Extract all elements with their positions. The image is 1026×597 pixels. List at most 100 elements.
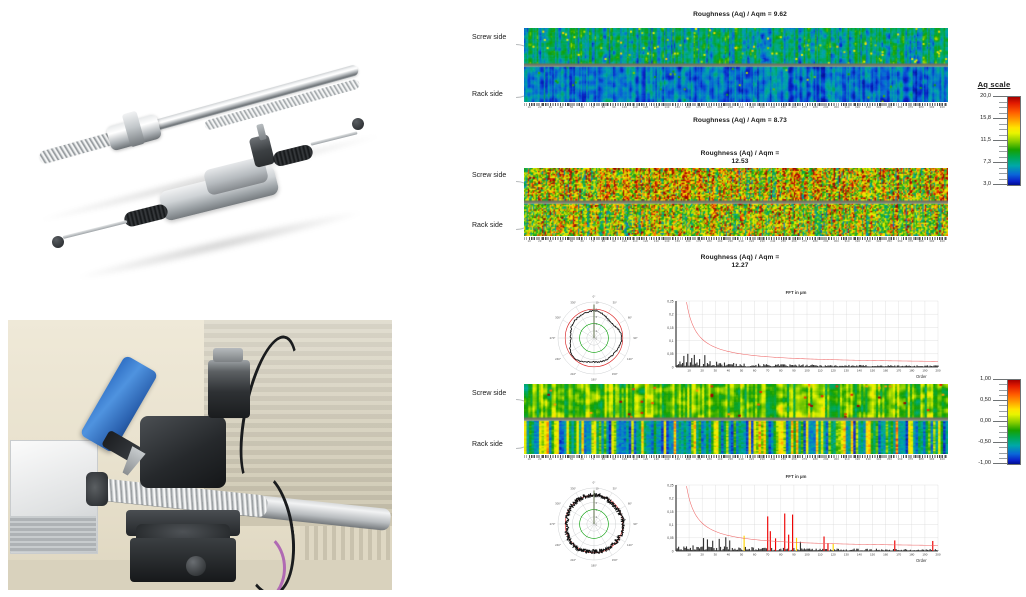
- polar-spoke: [562, 505, 595, 525]
- legend-major-tick: [993, 140, 1007, 141]
- polar-angle-label: 60°: [628, 315, 632, 319]
- polar-chart-bottom[interactable]: 0 2 4 6 8 10 0° 30° 60° 90° 120° 150° 180° 210° 240° 27…: [538, 478, 650, 570]
- fft-bar: [699, 548, 701, 551]
- legend-major-tick: [993, 96, 1007, 97]
- fft-top-xlabel: Order: [916, 374, 927, 379]
- fft-bar: [692, 364, 694, 367]
- fft-bar: [826, 366, 828, 367]
- fft-bar: [896, 365, 898, 367]
- fft-y-tick-label: 0,05: [667, 536, 673, 540]
- fft-x-tick-label: 20: [701, 369, 705, 373]
- fft-bar: [899, 366, 901, 367]
- fft-bar: [713, 365, 715, 367]
- fft-bar: [930, 549, 933, 551]
- fft-bar: [718, 538, 720, 551]
- row2-screw-side-label: Screw side: [472, 172, 507, 179]
- fft-bar: [836, 366, 838, 367]
- polar-angle-label: 30°: [613, 486, 617, 490]
- row2-x-tick-labels: 10 20 30 40 50 60 70 80 90 100 110 120 130 140 150 160 1…: [527, 240, 945, 243]
- fft-bar: [688, 549, 690, 551]
- fft-x-tick-label: 120: [831, 553, 836, 557]
- legend-minor-tick: [999, 156, 1007, 158]
- fft-bar: [704, 549, 706, 551]
- fft-bar: [731, 547, 733, 551]
- polar-angle-label: 30°: [613, 300, 617, 304]
- row3-heatmap[interactable]: [524, 384, 948, 454]
- legend-value: 11,5: [980, 137, 991, 143]
- fft-x-tick-label: 40: [727, 553, 731, 557]
- fft-bar: [806, 548, 808, 551]
- fft-chart-bottom[interactable]: FFT in µm 0 0,05 0,1 0,15 0,2 0,25 10 20 30 40 50 6…: [646, 474, 946, 570]
- row2-heatmap[interactable]: [524, 168, 948, 236]
- polar-chart-top[interactable]: 0 2 4 6 8 10 0° 30° 60° 90° 120° 150° 180° 210° 240° 27…: [538, 292, 650, 384]
- adjustment-knob[interactable]: [186, 556, 206, 576]
- fft-y-tick-label: 0,25: [667, 483, 673, 487]
- fft-bar: [708, 546, 710, 551]
- correlation-colorbar: [1007, 379, 1021, 465]
- tie-rod-end-right: [352, 118, 364, 130]
- fft-bar: [886, 549, 888, 551]
- fft-bar: [830, 549, 832, 551]
- row1-x-ticks: [524, 103, 948, 106]
- polar-angle-label: 120°: [627, 543, 633, 547]
- fft-bar: [881, 549, 883, 551]
- fft-bar: [702, 538, 705, 551]
- legend-minor-tick: [999, 107, 1007, 108]
- fft-bar: [936, 365, 938, 367]
- fft-bar: [683, 546, 685, 551]
- legend-major-tick: [993, 162, 1007, 163]
- fft-x-tick-label: 180: [909, 369, 914, 373]
- fft-bar: [887, 365, 889, 367]
- polar-radial-tick-label: 6: [596, 315, 598, 319]
- polar-radial-tick-label: 6: [596, 501, 598, 505]
- fft-bar: [900, 366, 902, 367]
- fft-bar: [899, 550, 901, 551]
- fft-bar: [898, 365, 900, 367]
- fft-bar: [793, 365, 795, 367]
- fft-bar: [887, 550, 889, 551]
- legend-minor-tick: [999, 167, 1007, 169]
- polar-angle-label: 240°: [555, 543, 561, 547]
- fft-bar: [704, 355, 706, 367]
- fft-bar: [676, 548, 678, 551]
- row2-rack-side-label: Rack side: [472, 222, 503, 229]
- fft-bar: [905, 365, 908, 367]
- fft-bar: [777, 550, 779, 551]
- row1-heatmap[interactable]: [524, 28, 948, 102]
- fft-bar: [823, 536, 825, 551]
- polar-radial-tick-label: 8: [596, 308, 598, 312]
- sensor-mount-head: [140, 416, 226, 488]
- motor-connector: [213, 348, 243, 362]
- fft-chart-top[interactable]: FFT in µm 0 0,05 0,1 0,15 0,2 0,25 10 20 30 40 50 6…: [646, 290, 946, 384]
- fft-bar: [680, 364, 682, 367]
- fft-bar: [740, 365, 743, 367]
- fft-bar: [874, 550, 876, 551]
- fft-bar: [812, 365, 815, 367]
- fft-bar: [712, 540, 714, 551]
- fft-bar: [916, 550, 918, 551]
- row1-heatmap-canvas[interactable]: [524, 28, 948, 102]
- fft-bar: [752, 365, 754, 367]
- fft-bar: [907, 365, 909, 367]
- fft-x-tick-label: 170: [896, 553, 901, 557]
- enclosure-heatsink: [10, 516, 96, 552]
- fft-bar: [869, 366, 871, 367]
- fft-bar: [798, 550, 800, 551]
- row2-heatmap-canvas[interactable]: [524, 168, 948, 236]
- fft-y-tick-label: 0: [672, 549, 674, 553]
- fft-bar: [777, 364, 779, 367]
- row3-heatmap-canvas[interactable]: [524, 384, 948, 454]
- fft-bar: [904, 548, 906, 551]
- fft-bar: [810, 549, 812, 551]
- fft-bar: [807, 548, 809, 551]
- polar-angle-label: 300°: [555, 501, 561, 505]
- legend-value: 0,00: [980, 418, 991, 424]
- polar-angle-label: 180°: [591, 564, 597, 568]
- fft-bar: [691, 549, 693, 551]
- legend-major-tick: [993, 463, 1007, 464]
- fft-bar: [839, 365, 841, 367]
- fft-bar: [865, 548, 867, 551]
- fft-bar: [678, 546, 680, 551]
- fft-bar: [837, 366, 840, 367]
